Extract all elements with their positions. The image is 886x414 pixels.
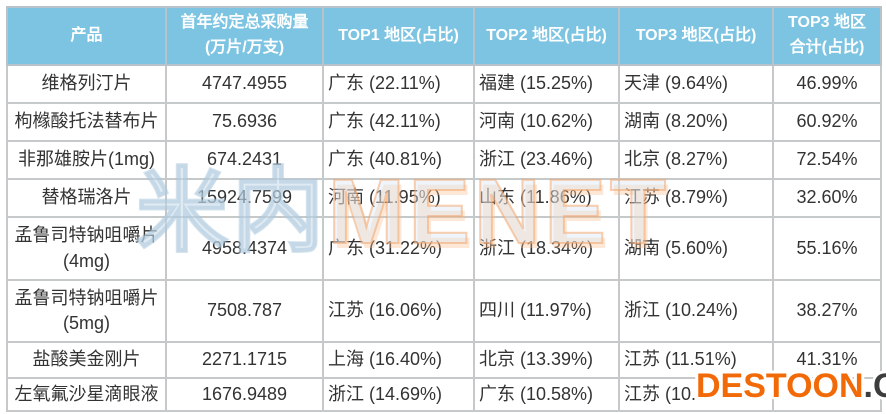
col-header-product: 产品 [6,6,167,66]
product-cell: 替格瑞洛片 [6,178,167,218]
top2-region-cell: 浙江 (23.46%) [473,140,620,180]
top3-total-cell: 46.99% [772,64,882,104]
table-row: 替格瑞洛片 15924.7599 河南 (11.95%) 山东 (11.86%) 江苏 … [6,178,882,218]
table-row: 孟鲁司特钠咀嚼片 (4mg) 4958.4374 广东 (31.22%) 浙江 (18… [6,216,882,281]
col-header-top3-total: TOP3 地区 合计(占比) [772,6,882,66]
top3-total-cell: 38.27% [772,279,882,343]
top1-region-cell: 广东 (22.11%) [322,64,475,104]
col-header-top2-region: TOP2 地区(占比) [473,6,620,66]
volume-cell: 2271.1715 [165,341,324,379]
top3-region-cell: 湖南 (5.60%) [618,216,774,281]
volume-cell: 674.2431 [165,140,324,180]
top3-region-cell: 湖南 (8.20%) [618,102,774,142]
top1-region-cell: 广东 (40.81%) [322,140,475,180]
volume-cell: 7508.787 [165,279,324,343]
volume-cell: 4958.4374 [165,216,324,281]
top3-region-cell: 北京 (8.27%) [618,140,774,180]
top3-region-cell: 江苏 (8.79%) [618,178,774,218]
top3-region-cell: 江苏 (11.51%) [618,341,774,379]
top3-total-cell: 72.54% [772,140,882,180]
product-cell: 非那雄胺片(1mg) [6,140,167,180]
top2-region-cell: 四川 (11.97%) [473,279,620,343]
table-row: 盐酸美金刚片 2271.1715 上海 (16.40%) 北京 (13.39%) 江苏 … [6,341,882,379]
top1-region-cell: 上海 (16.40%) [322,341,475,379]
col-header-top3-region: TOP3 地区(占比) [618,6,774,66]
product-cell: 枸橼酸托法替布片 [6,102,167,142]
top3-region-cell: 江苏 (10.0 [618,377,774,412]
top1-region-cell: 江苏 (16.06%) [322,279,475,343]
product-cell: 盐酸美金刚片 [6,341,167,379]
top3-total-cell: 32.60% [772,178,882,218]
top1-region-cell: 浙江 (14.69%) [322,377,475,412]
product-cell: 左氧氟沙星滴眼液 [6,377,167,412]
top3-region-cell: 浙江 (10.24%) [618,279,774,343]
top2-region-cell: 广东 (10.58%) [473,377,620,412]
product-cell: 维格列汀片 [6,64,167,104]
top3-total-cell: 55.16% [772,216,882,281]
top3-total-cell: 41.31% [772,341,882,379]
top1-region-cell: 广东 (42.11%) [322,102,475,142]
table-row: 枸橼酸托法替布片 75.6936 广东 (42.11%) 河南 (10.62%) 湖南 … [6,102,882,142]
product-cell: 孟鲁司特钠咀嚼片 (5mg) [6,279,167,343]
volume-cell: 15924.7599 [165,178,324,218]
product-cell: 孟鲁司特钠咀嚼片 (4mg) [6,216,167,281]
volume-cell: 75.6936 [165,102,324,142]
header-row: 产品 首年约定总采购量 (万片/万支) TOP1 地区(占比) TOP2 地区(… [6,6,882,66]
procurement-table: 产品 首年约定总采购量 (万片/万支) TOP1 地区(占比) TOP2 地区(… [6,6,882,412]
top2-region-cell: 浙江 (18.34%) [473,216,620,281]
top1-region-cell: 广东 (31.22%) [322,216,475,281]
top2-region-cell: 山东 (11.86%) [473,178,620,218]
top2-region-cell: 河南 (10.62%) [473,102,620,142]
top3-total-cell [772,377,882,412]
volume-cell: 4747.4955 [165,64,324,104]
col-header-top1-region: TOP1 地区(占比) [322,6,475,66]
top2-region-cell: 福建 (15.25%) [473,64,620,104]
table-row: 左氧氟沙星滴眼液 1676.9489 浙江 (14.69%) 广东 (10.58%) 江… [6,377,882,412]
top3-total-cell: 60.92% [772,102,882,142]
col-header-volume: 首年约定总采购量 (万片/万支) [165,6,324,66]
table-row: 维格列汀片 4747.4955 广东 (22.11%) 福建 (15.25%) 天津 (… [6,64,882,104]
top2-region-cell: 北京 (13.39%) [473,341,620,379]
table-row: 孟鲁司特钠咀嚼片 (5mg) 7508.787 江苏 (16.06%) 四川 (11.… [6,279,882,343]
top1-region-cell: 河南 (11.95%) [322,178,475,218]
top3-region-cell: 天津 (9.64%) [618,64,774,104]
volume-cell: 1676.9489 [165,377,324,412]
table-row: 非那雄胺片(1mg) 674.2431 广东 (40.81%) 浙江 (23.46%)… [6,140,882,180]
